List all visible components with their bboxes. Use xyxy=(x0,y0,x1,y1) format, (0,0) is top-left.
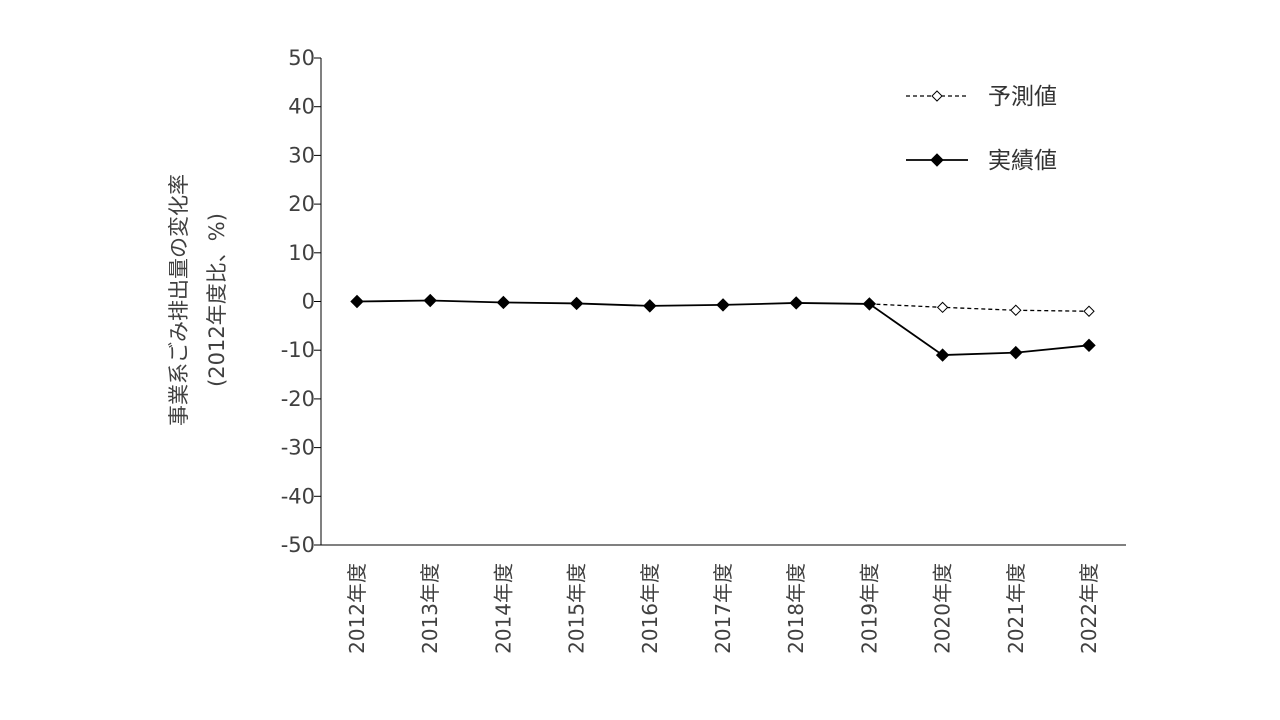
actual-point xyxy=(716,298,730,312)
y-axis-label-line1: 事業系ごみ排出量の変化率 xyxy=(167,174,191,426)
actual-point xyxy=(935,348,950,362)
legend-actual-label: 実績値 xyxy=(988,148,1057,174)
actual-point xyxy=(350,294,364,309)
x-tick-label: 2022年度 xyxy=(1077,563,1101,654)
legend-forecast-marker xyxy=(931,90,943,102)
y-axis-label-line2: (2012年度比、%) xyxy=(205,213,229,387)
y-tick-label: 20 xyxy=(288,192,315,216)
x-tick-label: 2020年度 xyxy=(931,563,955,654)
y-tick-label: 10 xyxy=(288,241,315,265)
forecast-series-line xyxy=(869,303,1090,312)
actual-point xyxy=(789,296,803,310)
y-tick-label: -40 xyxy=(281,484,315,508)
actual-point xyxy=(1009,345,1023,360)
actual-point xyxy=(1082,338,1096,353)
actual-point xyxy=(643,299,657,313)
actual-point xyxy=(862,297,877,311)
x-tick-label: 2015年度 xyxy=(565,563,589,654)
x-tick-label: 2016年度 xyxy=(638,563,662,654)
y-tick-label: -20 xyxy=(281,387,315,411)
forecast-point xyxy=(1010,304,1022,316)
x-ticks: 2012年度 2013年度 2014年度 2015年度 2016年度 2017年度 2018… xyxy=(345,563,1101,654)
x-tick-label: 2021年度 xyxy=(1004,563,1028,654)
actual-point xyxy=(496,295,511,310)
x-tick-label: 2019年度 xyxy=(857,563,881,654)
legend-actual-marker xyxy=(930,153,944,167)
y-ticks: 50 40 30 20 10 0 -10 -20 -30 -40 -50 xyxy=(281,46,321,557)
forecast-point xyxy=(936,301,949,314)
x-tick-label: 2017年度 xyxy=(711,563,735,654)
x-tick-label: 2012年度 xyxy=(345,563,369,654)
y-axis-label: 事業系ごみ排出量の変化率 (2012年度比、%) xyxy=(167,174,229,426)
actual-point xyxy=(423,293,437,308)
x-tick-label: 2013年度 xyxy=(418,563,442,654)
y-tick-label: -50 xyxy=(281,533,315,557)
y-tick-label: 0 xyxy=(302,290,315,314)
y-tick-label: 40 xyxy=(288,95,315,119)
forecast-point xyxy=(1083,305,1095,317)
y-tick-label: -30 xyxy=(281,436,315,460)
y-tick-label: 50 xyxy=(288,46,315,70)
legend-forecast-label: 予測値 xyxy=(988,84,1057,110)
x-tick-label: 2014年度 xyxy=(491,563,515,654)
x-tick-label: 2018年度 xyxy=(784,563,808,654)
series-layer xyxy=(350,293,1096,362)
actual-point xyxy=(569,296,584,311)
y-tick-label: -10 xyxy=(281,338,315,362)
y-tick-label: 30 xyxy=(288,143,315,167)
